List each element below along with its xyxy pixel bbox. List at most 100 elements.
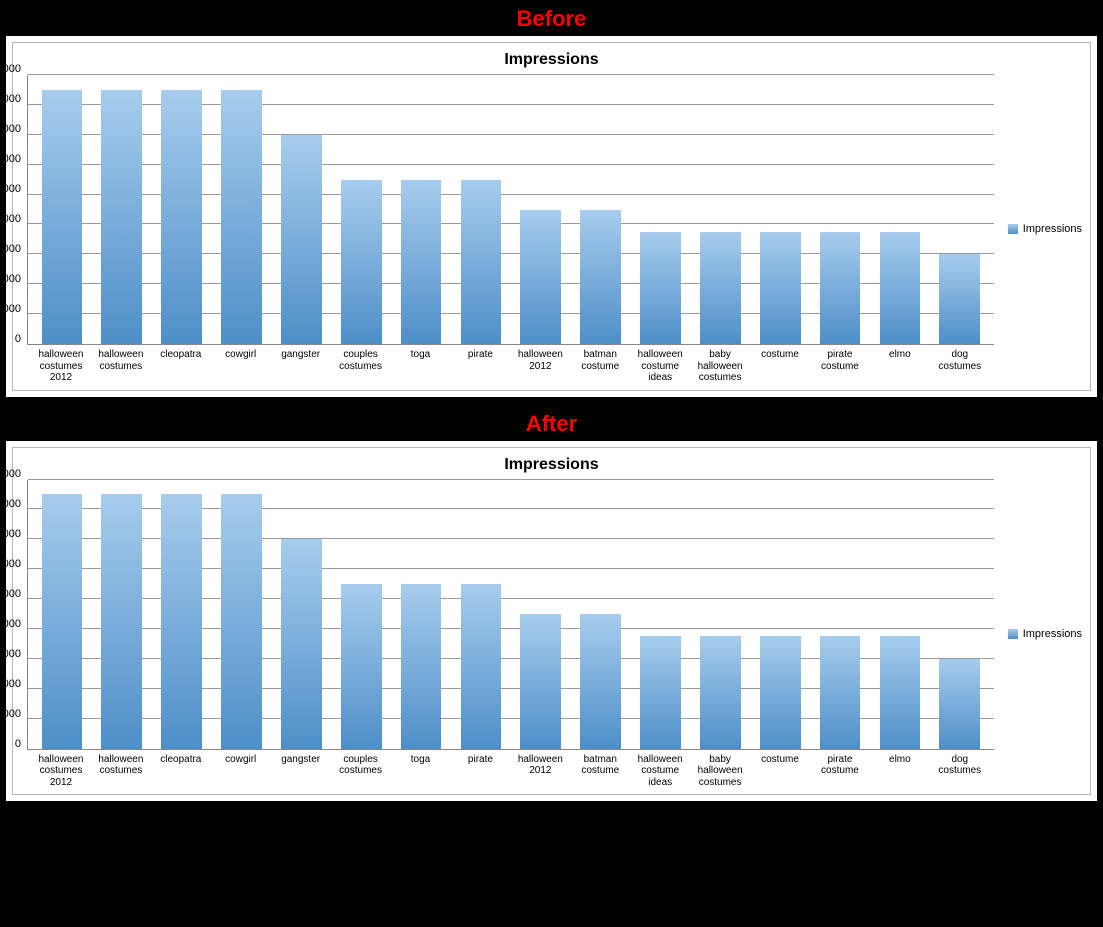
after-plot-area bbox=[27, 480, 994, 750]
x-tick-label: halloween 2012 bbox=[510, 349, 570, 384]
x-tick-label: batman costume bbox=[570, 754, 630, 789]
bar-slot bbox=[212, 75, 272, 344]
bar bbox=[640, 636, 681, 748]
bar bbox=[580, 210, 621, 345]
x-tick-label: pirate bbox=[450, 349, 510, 384]
bar bbox=[880, 636, 921, 748]
bar-slot bbox=[571, 480, 631, 749]
bar-slot bbox=[511, 75, 571, 344]
x-tick-label: batman costume bbox=[570, 349, 630, 384]
before-plot-wrap: halloween costumes 2012halloween costume… bbox=[27, 75, 994, 384]
bar-slot bbox=[212, 480, 272, 749]
bar-slot bbox=[690, 480, 750, 749]
x-tick-label: halloween 2012 bbox=[510, 754, 570, 789]
bar bbox=[281, 539, 322, 748]
bar-slot bbox=[810, 75, 870, 344]
bar bbox=[820, 232, 861, 344]
bar bbox=[42, 90, 83, 344]
bar-slot bbox=[92, 480, 152, 749]
x-tick-label: dog costumes bbox=[930, 349, 990, 384]
x-tick-label: costume bbox=[750, 349, 810, 384]
bar bbox=[520, 614, 561, 749]
bar-slot bbox=[930, 480, 990, 749]
bar bbox=[939, 254, 980, 344]
x-tick-label: costume bbox=[750, 754, 810, 789]
x-tick-label: couples costumes bbox=[331, 349, 391, 384]
bar-slot bbox=[870, 75, 930, 344]
bar-slot bbox=[571, 75, 631, 344]
bar-slot bbox=[92, 75, 152, 344]
bar bbox=[161, 494, 202, 748]
before-bars bbox=[28, 75, 994, 344]
bar-slot bbox=[930, 75, 990, 344]
bar bbox=[461, 584, 502, 748]
x-tick-label: cleopatra bbox=[151, 349, 211, 384]
bar bbox=[221, 494, 262, 748]
bar bbox=[820, 636, 861, 748]
bar-slot bbox=[451, 75, 511, 344]
bar bbox=[401, 584, 442, 748]
before-legend: Impressions bbox=[994, 75, 1082, 384]
after-bars bbox=[28, 480, 994, 749]
x-tick-label: halloween costumes bbox=[91, 349, 151, 384]
x-tick-label: halloween costume ideas bbox=[630, 349, 690, 384]
before-legend-label: Impressions bbox=[1023, 223, 1082, 235]
bar bbox=[520, 210, 561, 345]
bar bbox=[221, 90, 262, 344]
after-chart-body: 020,00040,00060,00080,000100,000120,0001… bbox=[21, 480, 1082, 789]
bar-slot bbox=[32, 75, 92, 344]
bar bbox=[101, 90, 142, 344]
before-label-text: Before bbox=[517, 6, 587, 31]
bar bbox=[580, 614, 621, 749]
bar-slot bbox=[810, 480, 870, 749]
bar-slot bbox=[32, 480, 92, 749]
bar-slot bbox=[271, 75, 331, 344]
after-chart-container: Impressions 020,00040,00060,00080,000100… bbox=[6, 441, 1097, 802]
before-plot-area bbox=[27, 75, 994, 345]
before-chart-title: Impressions bbox=[21, 51, 1082, 69]
before-chart-border: Impressions 020,00040,00060,00080,000100… bbox=[12, 42, 1091, 391]
bar bbox=[341, 180, 382, 344]
after-chart-title: Impressions bbox=[21, 456, 1082, 474]
bar-slot bbox=[271, 480, 331, 749]
x-tick-label: toga bbox=[391, 754, 451, 789]
bar bbox=[760, 232, 801, 344]
after-chart-border: Impressions 020,00040,00060,00080,000100… bbox=[12, 447, 1091, 796]
x-tick-label: cowgirl bbox=[211, 754, 271, 789]
after-label: After bbox=[0, 405, 1103, 441]
bar-slot bbox=[391, 480, 451, 749]
x-tick-label: gangster bbox=[271, 349, 331, 384]
bar bbox=[341, 584, 382, 748]
after-legend-swatch bbox=[1008, 629, 1018, 639]
x-tick-label: toga bbox=[391, 349, 451, 384]
bar bbox=[461, 180, 502, 344]
x-tick-label: baby halloween costumes bbox=[690, 349, 750, 384]
x-tick-label: couples costumes bbox=[331, 754, 391, 789]
x-tick-label: dog costumes bbox=[930, 754, 990, 789]
x-tick-label: halloween costume ideas bbox=[630, 754, 690, 789]
before-x-labels: halloween costumes 2012halloween costume… bbox=[27, 345, 994, 384]
bar bbox=[939, 659, 980, 749]
bar-slot bbox=[391, 75, 451, 344]
bar bbox=[700, 232, 741, 344]
x-tick-label: elmo bbox=[870, 349, 930, 384]
bar bbox=[880, 232, 921, 344]
bar-slot bbox=[511, 480, 571, 749]
x-tick-label: pirate bbox=[450, 754, 510, 789]
before-legend-swatch bbox=[1008, 224, 1018, 234]
x-tick-label: cowgirl bbox=[211, 349, 271, 384]
bar-slot bbox=[690, 75, 750, 344]
after-legend: Impressions bbox=[994, 480, 1082, 789]
bar bbox=[161, 90, 202, 344]
x-tick-label: cleopatra bbox=[151, 754, 211, 789]
before-label: Before bbox=[0, 0, 1103, 36]
x-tick-label: elmo bbox=[870, 754, 930, 789]
x-tick-label: gangster bbox=[271, 754, 331, 789]
bar-slot bbox=[152, 480, 212, 749]
x-tick-label: halloween costumes bbox=[91, 754, 151, 789]
after-legend-label: Impressions bbox=[1023, 628, 1082, 640]
bar-slot bbox=[152, 75, 212, 344]
bar bbox=[101, 494, 142, 748]
x-tick-label: baby halloween costumes bbox=[690, 754, 750, 789]
before-chart-container: Impressions 020,00040,00060,00080,000100… bbox=[6, 36, 1097, 397]
